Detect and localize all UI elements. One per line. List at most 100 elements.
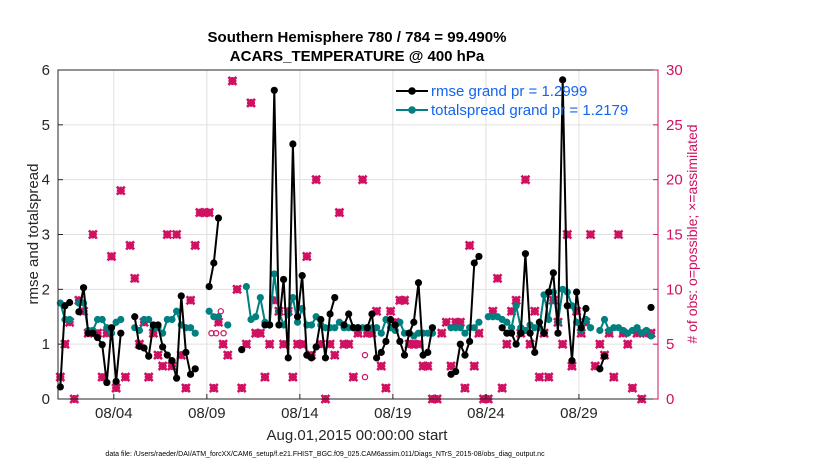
y-left-axis-label: rmse and totalspread [25, 164, 42, 305]
rmse-point [238, 346, 246, 354]
rmse-point [382, 337, 390, 346]
rmse-point [396, 337, 404, 346]
rmse-point [140, 344, 148, 352]
obs-assimilated-marker [450, 317, 461, 328]
obs-possible-marker [220, 330, 227, 337]
legend-rmse-marker [408, 87, 416, 95]
obs-assimilated-marker [567, 361, 577, 372]
totalspread-point [252, 313, 260, 321]
rmse-point [549, 269, 557, 277]
obs-assimilated-marker [97, 372, 108, 382]
obs-assimilated-marker [357, 174, 368, 185]
obs-assimilated-marker [362, 328, 373, 339]
rmse-point [159, 343, 167, 351]
obs-assimilated-marker [520, 174, 531, 185]
rmse-point [266, 321, 274, 329]
totalspread-point [214, 313, 223, 321]
rmse-point [210, 259, 218, 267]
obs-assimilated-marker [278, 339, 289, 350]
y-right-tick-label: 25 [666, 117, 683, 134]
y-left-tick-label: 3 [42, 227, 50, 244]
rmse-point [312, 343, 320, 351]
obs-assimilated-marker [418, 361, 429, 372]
rmse-point [270, 86, 278, 94]
rmse-point [191, 365, 199, 373]
totalspread-point [475, 318, 483, 326]
rmse-point [526, 329, 534, 337]
x-tick-label: 08/19 [374, 405, 412, 422]
totalspread-point [461, 329, 469, 337]
x-axis-label: Aug.01,2015 00:00:00 start [267, 427, 449, 444]
rmse-point [182, 348, 190, 356]
rmse-point [540, 329, 548, 337]
obs-assimilated-marker [534, 372, 545, 382]
obs-assimilated-marker [492, 273, 503, 284]
rmse-point [79, 284, 88, 292]
obs-assimilated-marker [380, 383, 391, 393]
rmse-point [470, 259, 478, 267]
rmse-point [363, 324, 371, 332]
totalspread-point [545, 315, 553, 324]
x-tick-label: 08/09 [188, 405, 226, 422]
obs-assimilated-marker [171, 229, 182, 240]
obs-assimilated-marker [180, 383, 191, 393]
totalspread-point [242, 282, 250, 291]
rmse-point [145, 352, 153, 360]
x-tick-label: 08/24 [467, 405, 505, 422]
obs-assimilated-marker [111, 383, 122, 393]
rmse-point [345, 310, 353, 318]
legend-rmse-label: rmse grand pr = 1.2999 [431, 83, 587, 100]
rmse-line-segment [208, 217, 220, 287]
rmse-point [461, 351, 469, 359]
obs-assimilated-marker [627, 383, 638, 393]
obs-assimilated-marker [236, 383, 247, 393]
totalspread-point [307, 321, 316, 329]
totalspread-point [586, 324, 595, 332]
obs-count-layer [55, 76, 656, 404]
y-left-tick-label: 4 [42, 172, 50, 189]
rmse-point [466, 337, 474, 346]
obs-assimilated-marker [157, 361, 168, 372]
obs-assimilated-marker [143, 372, 154, 382]
chart-title-line1: Southern Hemisphere 780 / 784 = 99.490% [208, 29, 507, 46]
obs-assimilated-marker [343, 339, 354, 350]
y-left-tick-label: 0 [42, 391, 50, 408]
rmse-point [559, 76, 567, 84]
obs-assimilated-marker [594, 339, 605, 350]
rmse-point [117, 329, 125, 337]
y-right-tick-label: 10 [666, 281, 683, 298]
obs-assimilated-marker [557, 339, 568, 350]
rmse-point [386, 315, 395, 324]
obs-assimilated-marker [287, 372, 298, 382]
obs-assimilated-marker [129, 273, 140, 284]
rmse-point [289, 140, 297, 148]
obs-assimilated-marker [571, 306, 582, 317]
obs-assimilated-marker [422, 361, 433, 372]
y-right-tick-label: 30 [666, 62, 683, 79]
y-left-tick-label: 6 [42, 62, 50, 79]
rmse-point [410, 318, 418, 326]
obs-assimilated-marker [325, 339, 336, 350]
rmse-point [93, 333, 102, 342]
rmse-point [368, 310, 376, 318]
obs-assimilated-marker [301, 251, 312, 262]
obs-assimilated-marker [385, 306, 396, 317]
obs-assimilated-marker [311, 174, 322, 185]
obs-assimilated-marker [292, 339, 303, 350]
rmse-point [507, 329, 516, 337]
totalspread-point [470, 324, 478, 332]
obs-assimilated-marker [501, 339, 512, 350]
rmse-point [173, 374, 181, 382]
rmse-point [317, 315, 325, 324]
obs-assimilated-marker [455, 317, 466, 328]
totalspread-point [373, 324, 381, 332]
rmse-point [568, 357, 576, 365]
rmse-point [154, 321, 162, 329]
rmse-point [321, 354, 330, 362]
obs-assimilated-marker [590, 361, 601, 372]
y-left-tick-label: 5 [42, 117, 50, 134]
obs-assimilated-marker [125, 240, 136, 251]
y-right-axis-label: # of obs: o=possible; ×=assimilated [684, 124, 700, 343]
obs-assimilated-marker [190, 240, 201, 251]
rmse-point [577, 324, 585, 332]
